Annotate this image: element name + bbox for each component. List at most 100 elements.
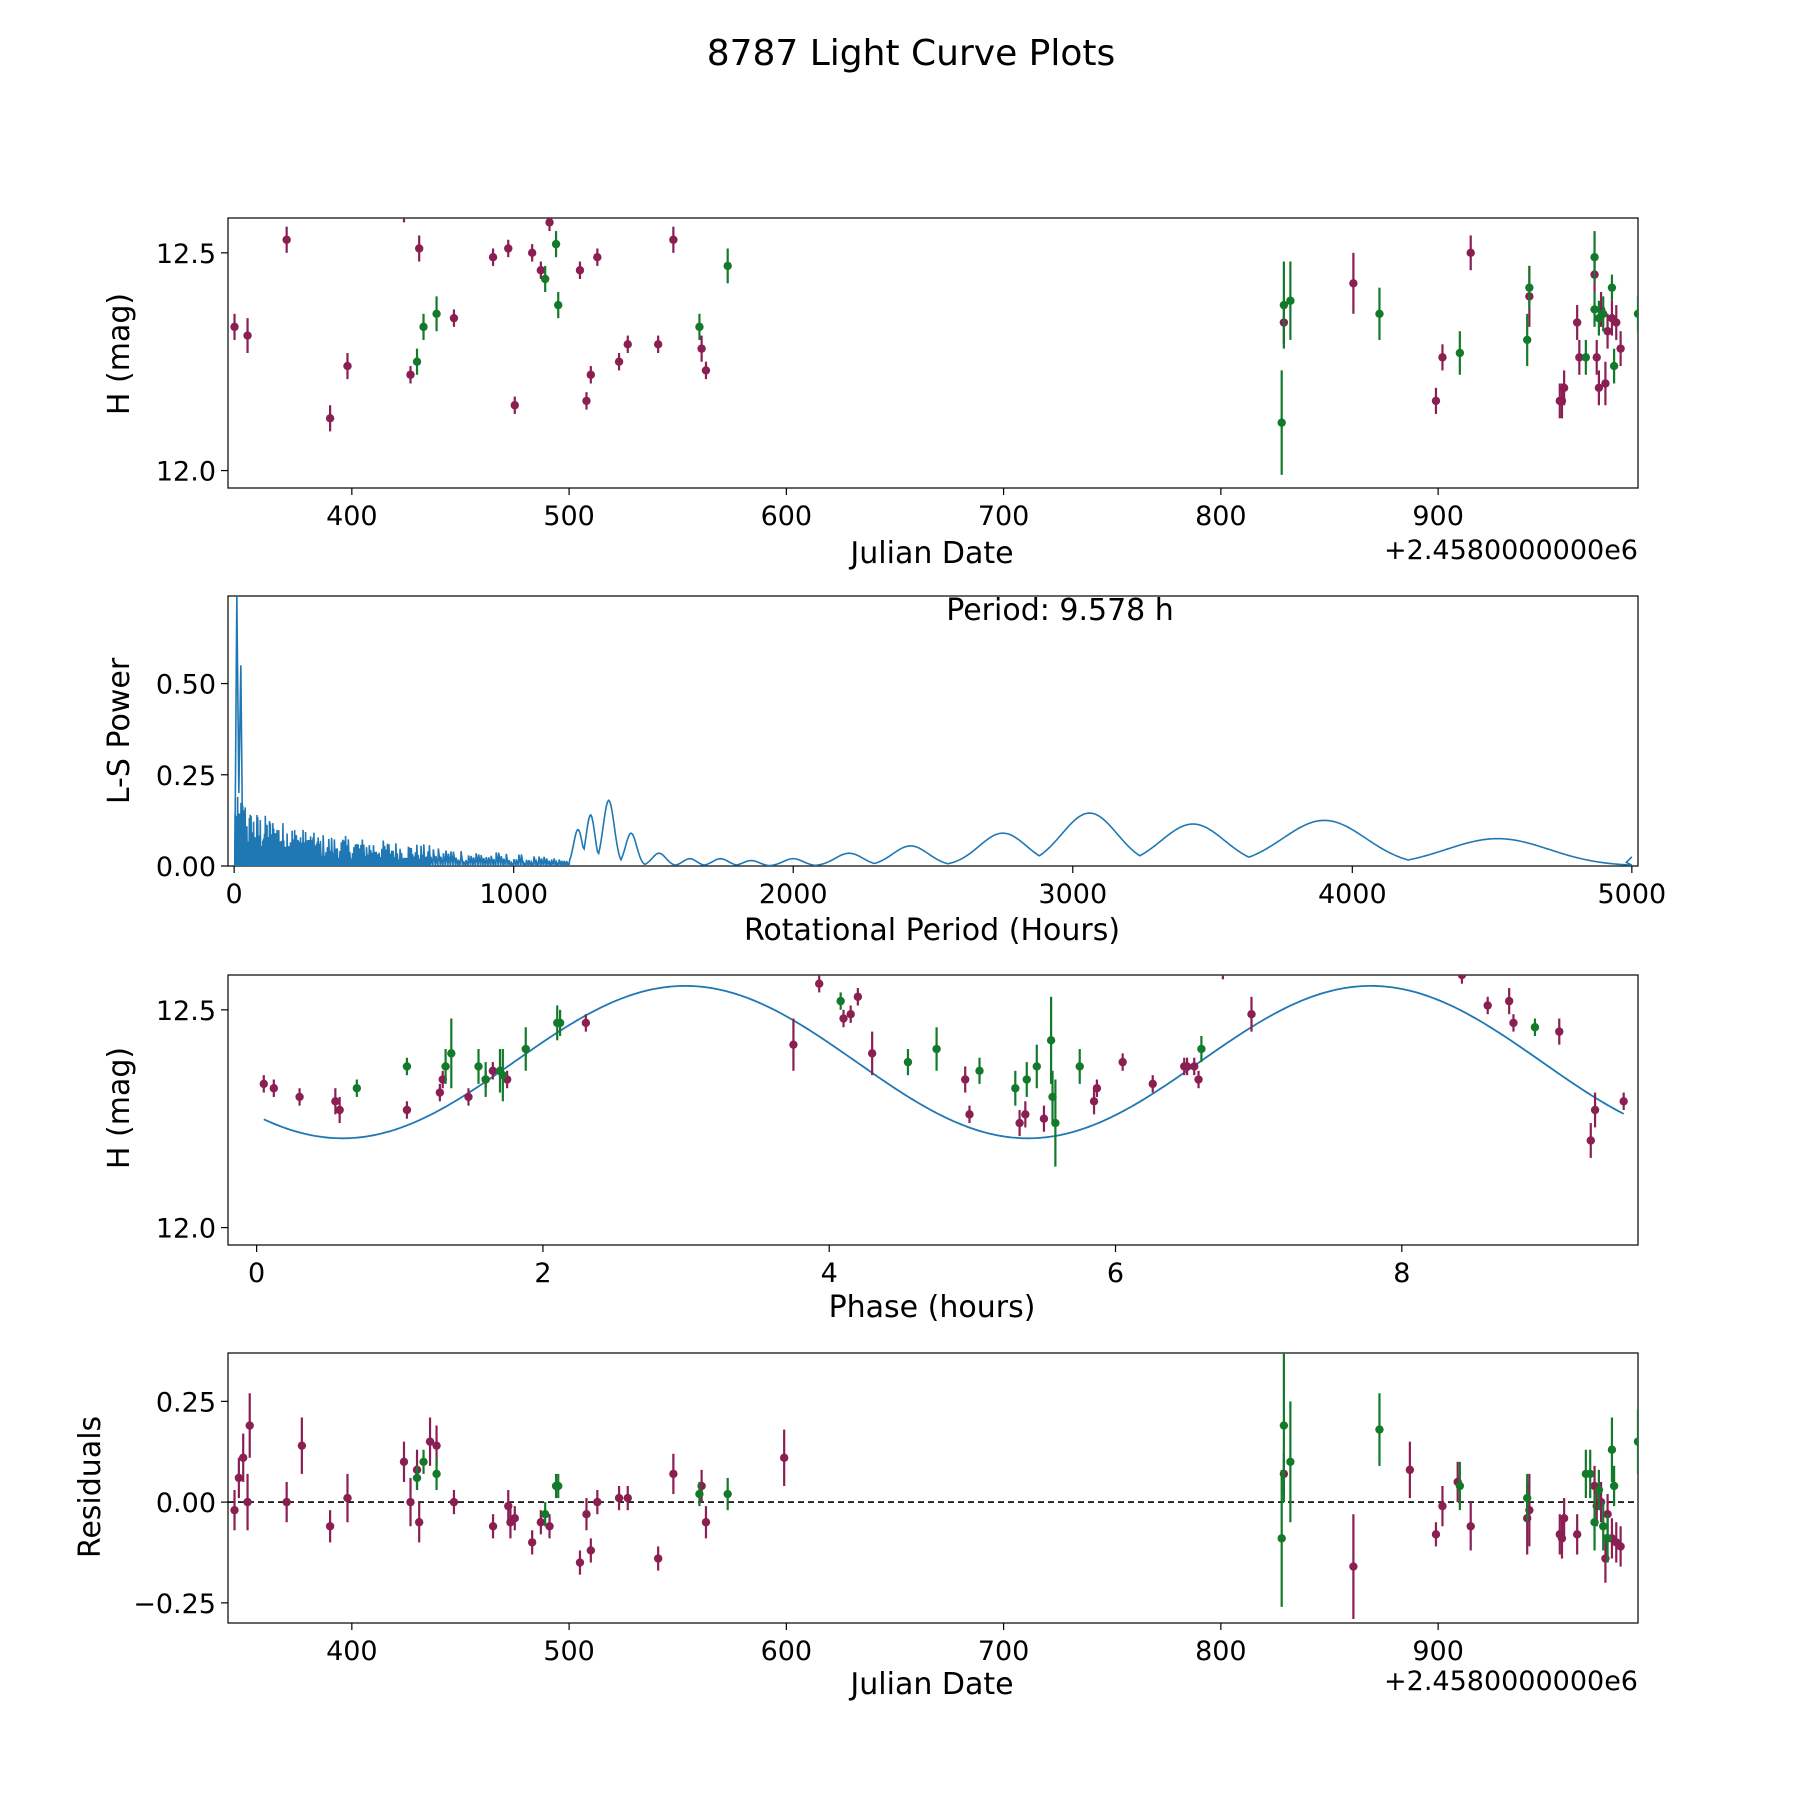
- data-point: [488, 1066, 498, 1076]
- residuals-series-ztf_r: [230, 1393, 1625, 1619]
- data-point: [653, 1554, 663, 1563]
- data-point: [723, 1489, 732, 1499]
- data-point: [331, 1097, 340, 1106]
- lightcurve-series-ztf_g: [412, 231, 1638, 475]
- data-point: [1286, 1457, 1295, 1467]
- data-point: [1148, 1079, 1157, 1089]
- data-point: [1633, 309, 1638, 319]
- periodogram-xtick-label: 0: [226, 879, 243, 910]
- lightcurve-xtick-label: 400: [326, 501, 378, 532]
- lightcurve-ylabel: H (mag): [102, 293, 137, 415]
- data-point: [1530, 1023, 1540, 1032]
- data-point: [1592, 353, 1601, 362]
- data-point: [1279, 1421, 1289, 1430]
- data-point: [1525, 283, 1534, 292]
- data-point: [1457, 975, 1467, 980]
- periodogram-xtick-label: 5000: [1597, 879, 1666, 910]
- data-point: [1279, 300, 1289, 310]
- data-point: [1089, 1097, 1099, 1106]
- residuals-xtick-label: 700: [978, 1636, 1030, 1667]
- data-point: [653, 340, 663, 349]
- data-point: [575, 266, 585, 275]
- data-point: [1572, 1530, 1582, 1539]
- periodogram-xtick-label: 2000: [759, 879, 828, 910]
- data-point: [1483, 1001, 1492, 1010]
- data-point: [1046, 1036, 1056, 1045]
- data-point: [1594, 383, 1604, 393]
- data-point: [1590, 1105, 1600, 1115]
- data-point: [432, 1469, 441, 1479]
- data-point: [593, 252, 602, 262]
- residuals-plot-area: [228, 1353, 1638, 1619]
- lightcurve-xlabel: Julian Date: [848, 536, 1013, 571]
- periodogram-ytick-label: 0.00: [156, 852, 216, 883]
- data-point: [1466, 1522, 1475, 1531]
- lightcurve-plot-area: [230, 218, 1638, 475]
- data-point: [1586, 1469, 1595, 1479]
- lightcurve-ytick-label: 12.5: [156, 239, 216, 270]
- ls-power-line: [233, 796, 1633, 866]
- data-point: [425, 1437, 435, 1446]
- data-point: [593, 1497, 602, 1507]
- residuals-ytick-label: −0.25: [133, 1589, 216, 1620]
- data-point: [325, 414, 335, 423]
- data-point: [623, 1493, 632, 1503]
- data-point: [230, 1505, 239, 1515]
- residuals-offset-text: +2.4580000000e6: [1384, 1666, 1638, 1697]
- data-point: [412, 357, 422, 366]
- lightcurve-axes: 400 500 600 700 800 900 12.0 12.5: [156, 217, 1639, 532]
- data-point: [1522, 335, 1532, 345]
- data-point: [474, 1062, 483, 1071]
- data-point: [243, 1497, 252, 1507]
- data-point: [1075, 1062, 1084, 1071]
- data-point: [1455, 348, 1465, 358]
- phased-xtick-label: 8: [1393, 1258, 1410, 1289]
- phased-xtick-label: 4: [821, 1258, 838, 1289]
- data-point: [554, 300, 563, 310]
- data-point: [419, 322, 428, 332]
- residuals-xtick-label: 500: [543, 1636, 595, 1667]
- residuals-ytick-label: 0.00: [156, 1488, 216, 1519]
- data-point: [932, 1044, 941, 1054]
- data-point: [1182, 1062, 1192, 1071]
- data-point: [1559, 1514, 1569, 1523]
- data-point: [441, 1062, 450, 1071]
- residuals-axes: 400 500 600 700 800 900 −0.25 0.00 0.25: [133, 1352, 1639, 1667]
- residuals-xtick-label: 800: [1195, 1636, 1247, 1667]
- data-point: [846, 1009, 855, 1019]
- data-point: [1581, 353, 1591, 362]
- data-point: [449, 313, 459, 323]
- data-point: [1022, 1075, 1031, 1084]
- periodogram-ytick-label: 0.50: [156, 670, 216, 701]
- lightcurve-xtick-label: 600: [761, 501, 813, 532]
- periodogram-plot-area: [233, 596, 1633, 866]
- data-point: [1277, 1534, 1286, 1543]
- data-point: [259, 1079, 268, 1089]
- data-point: [1349, 1562, 1358, 1571]
- lightcurve-xtick-label: 700: [978, 501, 1030, 532]
- data-point: [402, 1105, 412, 1115]
- data-point: [669, 235, 678, 244]
- data-point: [551, 239, 561, 249]
- data-point: [1431, 396, 1441, 406]
- lightcurve-frame: [227, 217, 1639, 489]
- data-point: [545, 218, 554, 227]
- figure-title: 8787 Light Curve Plots: [707, 33, 1116, 74]
- data-point: [669, 1469, 678, 1479]
- data-point: [1522, 1493, 1532, 1503]
- data-point: [335, 1105, 344, 1115]
- data-point: [836, 996, 845, 1006]
- data-point: [614, 357, 624, 366]
- phased-plot-area: [259, 975, 1628, 1167]
- data-point: [1504, 996, 1514, 1006]
- data-point: [1375, 1425, 1384, 1434]
- data-point: [1021, 1110, 1030, 1119]
- data-point: [1603, 1534, 1612, 1543]
- data-point: [1349, 279, 1358, 288]
- data-point: [1092, 1084, 1102, 1093]
- periodogram-frame: [227, 595, 1639, 867]
- data-point: [1599, 1522, 1608, 1531]
- data-point: [449, 1497, 459, 1507]
